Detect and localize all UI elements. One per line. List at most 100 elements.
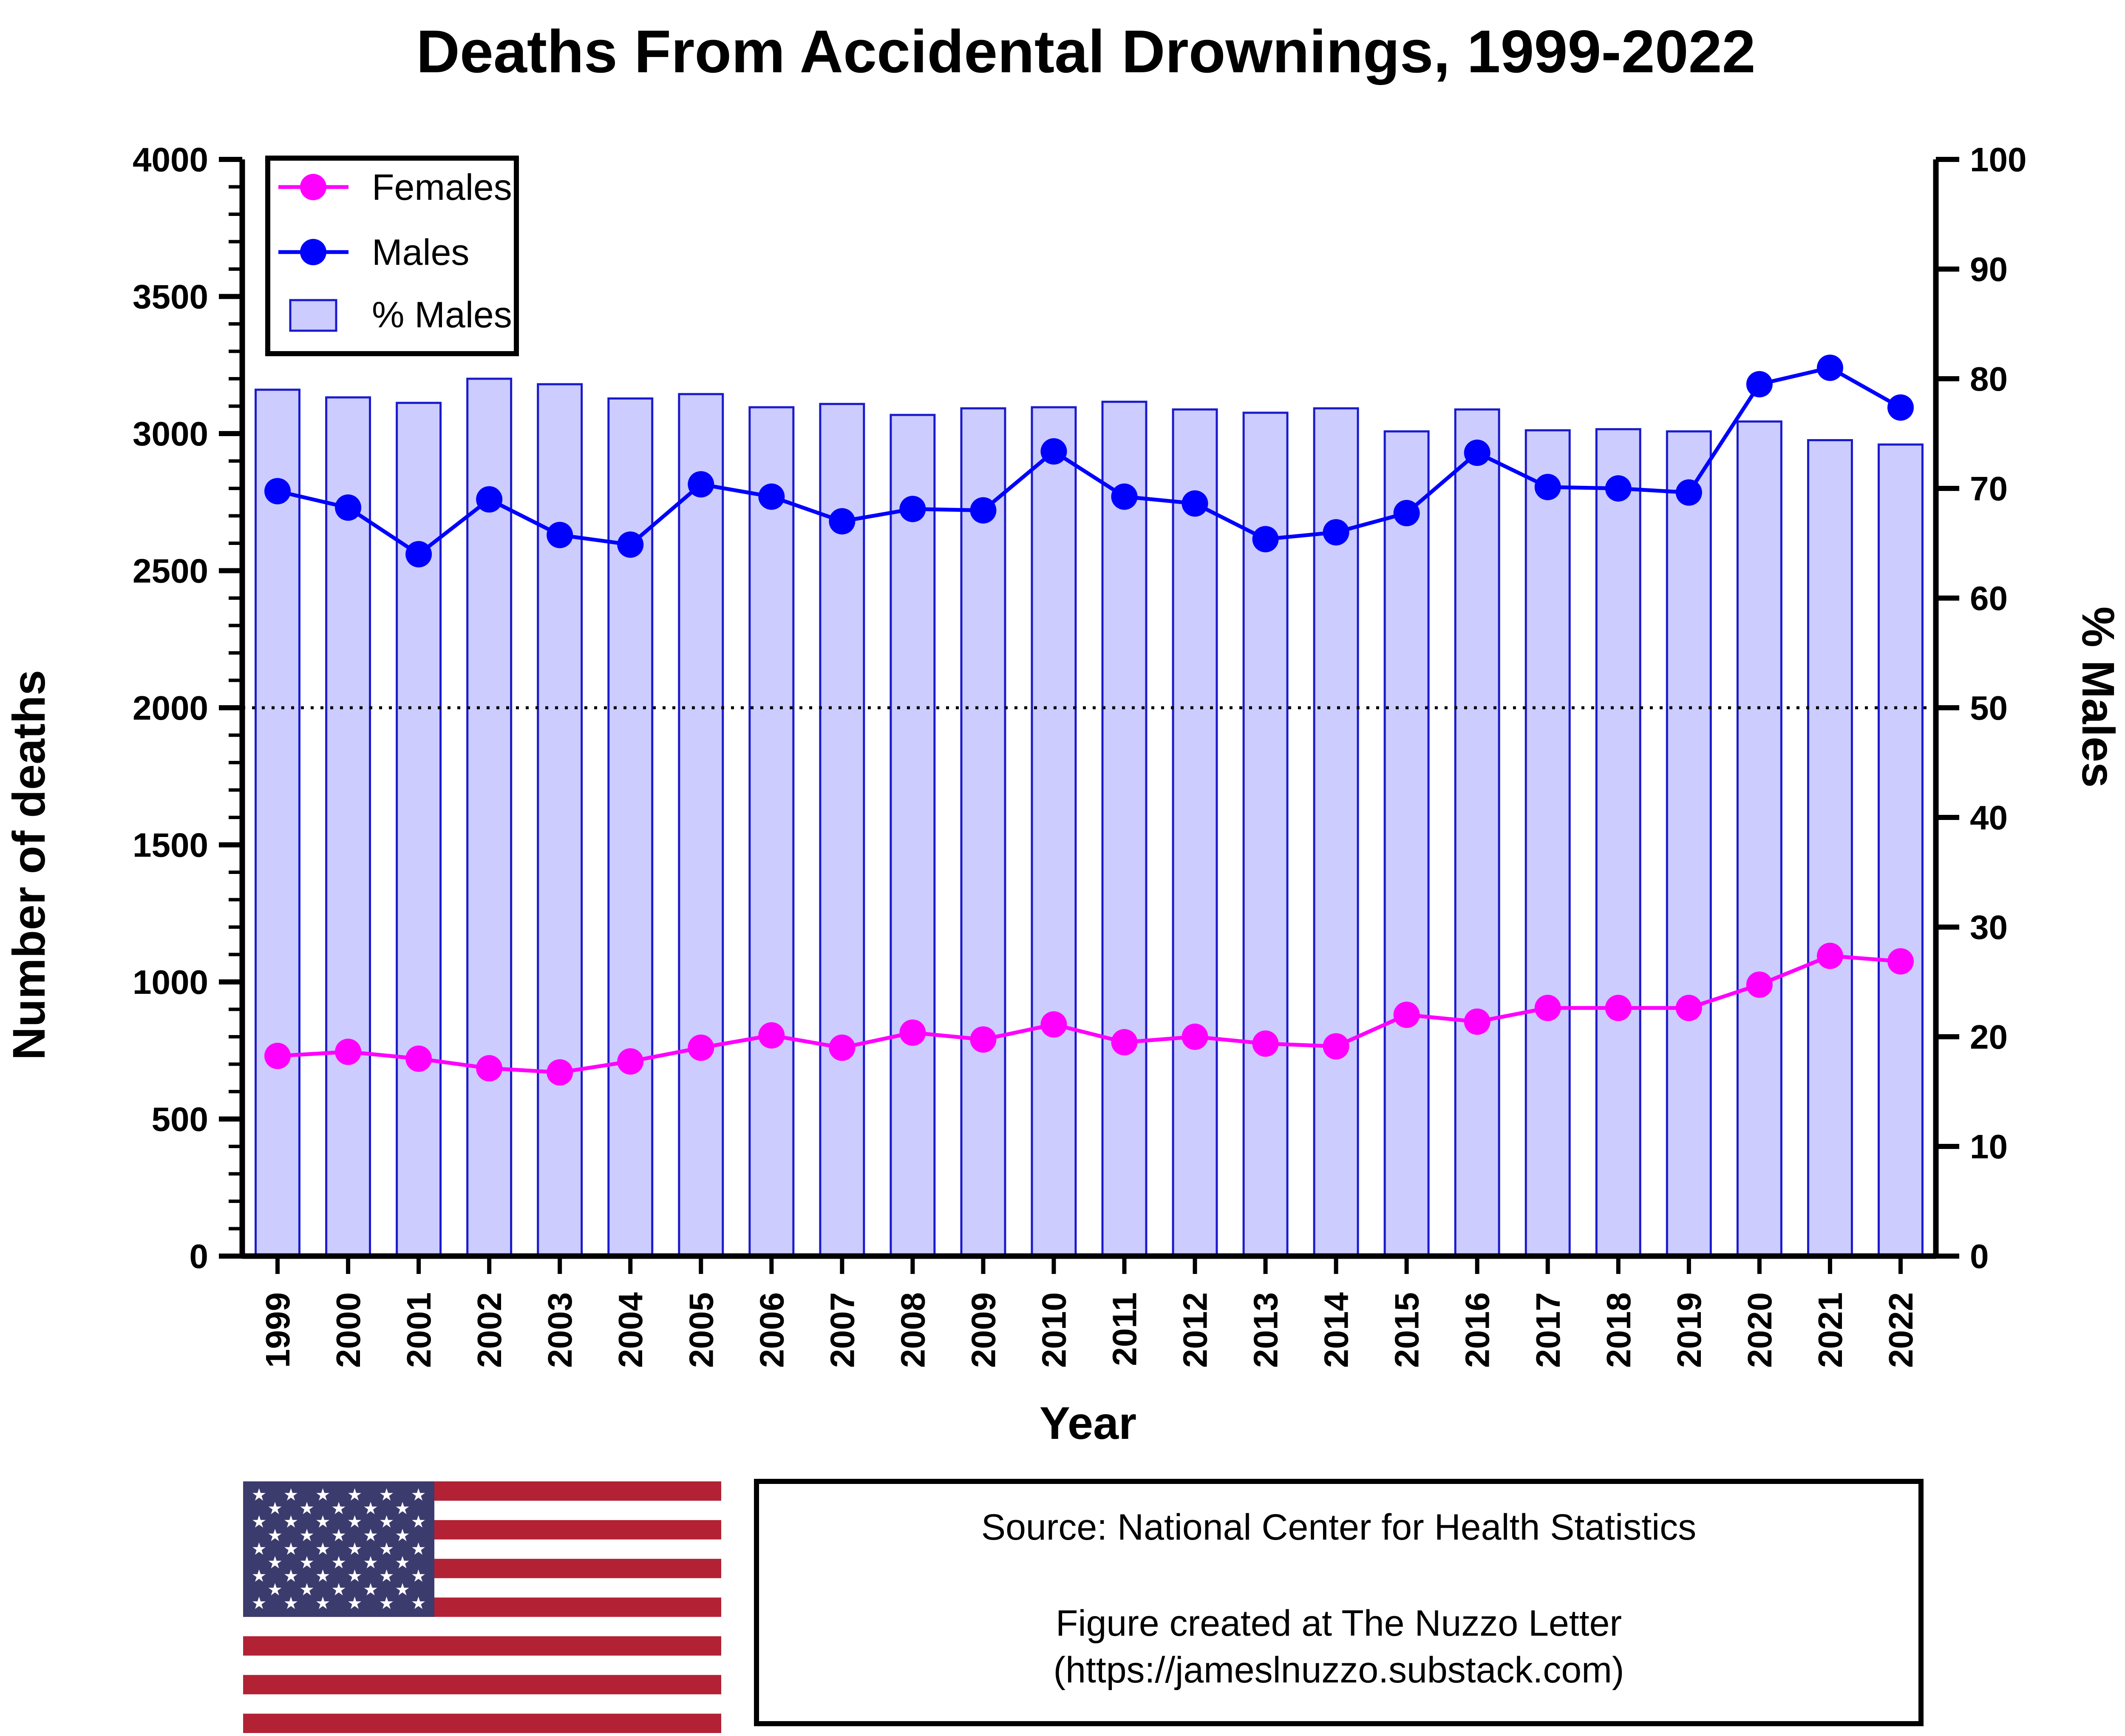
x-tick-label-2001: 2001 [400, 1292, 438, 1368]
bar-pct-males-2012 [1172, 408, 1218, 1257]
point-males-2004 [617, 531, 644, 558]
bar-pct-males-2019 [1666, 430, 1712, 1257]
flag-star: ★ [331, 1526, 346, 1546]
legend-pct-males-swatch [289, 299, 337, 332]
x-tick-label-2018: 2018 [1600, 1292, 1638, 1368]
point-males-2010 [1040, 438, 1067, 465]
point-males-2020 [1746, 371, 1773, 397]
point-females-2015 [1393, 1001, 1420, 1028]
source-line: Source: National Center for Health Stati… [981, 1507, 1697, 1548]
right-tick-label: 100 [1970, 141, 2026, 179]
left-y-axis: 0 500 1000 1500 2000 2500 3000 3500 4000 [133, 141, 245, 1275]
point-females-2006 [758, 1022, 785, 1049]
point-females-2009 [970, 1026, 997, 1053]
source-box-border [754, 1479, 1924, 1726]
flag-star: ★ [347, 1539, 363, 1559]
flag-star: ★ [379, 1539, 394, 1559]
point-females-2016 [1464, 1008, 1490, 1035]
bar-pct-males-2003 [537, 383, 583, 1257]
point-females-2014 [1323, 1033, 1349, 1060]
flag-star: ★ [315, 1539, 331, 1559]
point-females-2018 [1605, 995, 1632, 1021]
point-males-2011 [1111, 483, 1138, 510]
point-females-2020 [1746, 971, 1773, 998]
right-tick-label: 10 [1970, 1128, 2008, 1166]
credit-line: Figure created at The Nuzzo Letter [1056, 1603, 1622, 1644]
legend: Females Males % Males [265, 156, 519, 356]
point-males-2018 [1605, 475, 1632, 502]
flag-star: ★ [347, 1566, 363, 1586]
y2-axis-title: % Males [2073, 607, 2124, 788]
flag-star: ★ [363, 1553, 378, 1572]
bar-pct-males-2016 [1454, 408, 1500, 1257]
flag-star: ★ [252, 1512, 267, 1532]
point-females-2004 [617, 1048, 644, 1075]
x-tick-label-2002: 2002 [470, 1292, 508, 1368]
legend-label-females: Females [372, 167, 512, 208]
flag-star: ★ [395, 1499, 410, 1518]
point-females-2022 [1887, 948, 1914, 975]
bar-pct-males-2000 [325, 396, 371, 1257]
x-tick-label-2012: 2012 [1176, 1292, 1214, 1368]
point-males-2014 [1323, 519, 1349, 546]
point-males-2003 [547, 522, 573, 548]
flag-star: ★ [363, 1499, 378, 1518]
right-tick-label: 80 [1970, 360, 2008, 398]
flag-star: ★ [283, 1566, 299, 1586]
x-tick-label-2017: 2017 [1529, 1292, 1567, 1368]
legend-label-pct-males: % Males [372, 295, 512, 335]
point-males-1999 [264, 478, 291, 505]
flag-star: ★ [267, 1526, 283, 1546]
line-series-group [264, 355, 1914, 1086]
bar-series-pct-males [255, 377, 1924, 1257]
x-axis-title: Year [1040, 1397, 1136, 1449]
point-males-2009 [970, 497, 997, 524]
point-males-2017 [1534, 474, 1561, 500]
bar-pct-males-2018 [1595, 428, 1641, 1257]
flag-star: ★ [379, 1512, 394, 1532]
flag-star: ★ [363, 1580, 378, 1600]
right-tick-label: 60 [1970, 579, 2008, 617]
flag-star: ★ [411, 1539, 426, 1559]
left-tick-label: 500 [152, 1101, 208, 1138]
point-females-2002 [476, 1055, 503, 1082]
flag-star: ★ [315, 1566, 331, 1586]
x-tick-label-2009: 2009 [964, 1292, 1002, 1368]
line-males [277, 366, 1902, 557]
flag-star: ★ [331, 1553, 346, 1572]
flag-star: ★ [283, 1539, 299, 1559]
left-tick-label: 2000 [133, 689, 208, 727]
bar-pct-males-2014 [1313, 407, 1359, 1257]
flag-star: ★ [363, 1526, 378, 1546]
flag-star: ★ [315, 1512, 331, 1532]
flag-star: ★ [267, 1580, 283, 1600]
x-tick-label-2016: 2016 [1459, 1292, 1496, 1368]
x-tick-label-2010: 2010 [1035, 1292, 1073, 1368]
left-tick-label: 2500 [133, 552, 208, 590]
flag-star: ★ [347, 1485, 363, 1505]
flag-star: ★ [331, 1499, 346, 1518]
bar-pct-males-2008 [890, 414, 936, 1257]
flag-star: ★ [331, 1580, 346, 1600]
flag-star: ★ [395, 1553, 410, 1572]
x-tick-label-2022: 2022 [1882, 1292, 1920, 1368]
bar-pct-males-2010 [1031, 406, 1077, 1257]
point-males-2001 [405, 541, 432, 567]
left-tick-label: 1500 [133, 826, 208, 864]
flag-star: ★ [347, 1594, 363, 1613]
left-tick-label: 3500 [133, 278, 208, 316]
flag-red-stripe [243, 1713, 721, 1733]
x-tick-label-1999: 1999 [259, 1292, 297, 1368]
bar-pct-males-2022 [1878, 443, 1924, 1257]
flag-star: ★ [299, 1499, 314, 1518]
point-males-2019 [1675, 479, 1702, 506]
point-males-2002 [476, 486, 503, 513]
flag-star: ★ [283, 1512, 299, 1532]
point-females-2019 [1675, 995, 1702, 1021]
x-tick-label-2003: 2003 [541, 1292, 579, 1368]
point-females-2001 [405, 1045, 432, 1072]
left-tick-label: 4000 [133, 141, 208, 179]
point-males-2021 [1816, 355, 1843, 381]
right-tick-label: 30 [1970, 908, 2008, 946]
bar-pct-males-2020 [1736, 420, 1782, 1257]
